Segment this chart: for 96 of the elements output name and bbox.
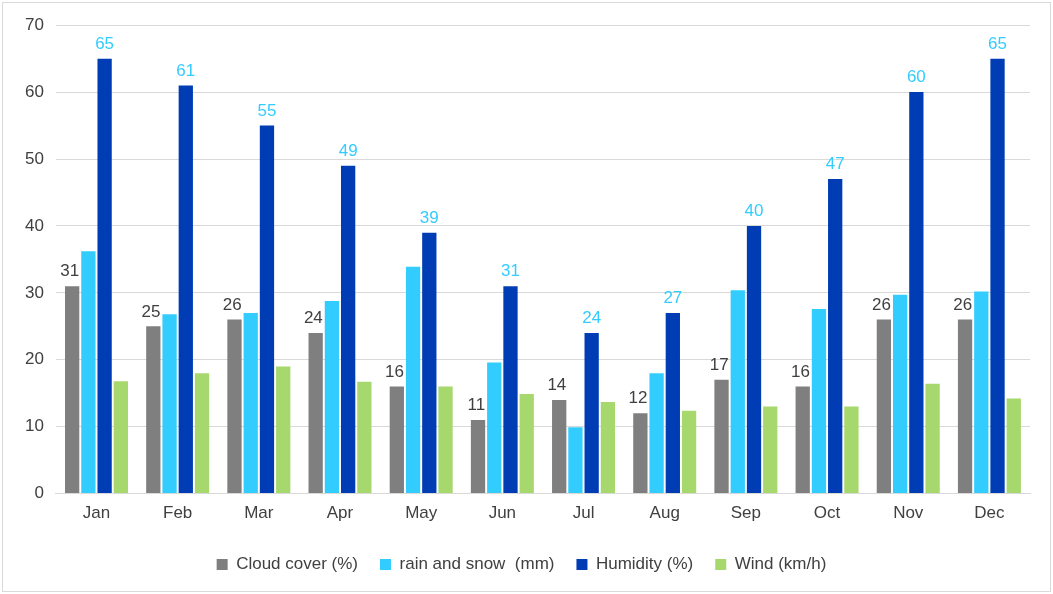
bar bbox=[649, 373, 664, 494]
y-tick-label: 10 bbox=[24, 416, 44, 436]
legend-label: rain and snow (mm) bbox=[399, 554, 555, 574]
bar bbox=[422, 232, 437, 494]
bar bbox=[974, 291, 989, 494]
y-tick-label: 50 bbox=[24, 148, 44, 168]
bar bbox=[746, 225, 762, 494]
bar bbox=[633, 413, 648, 494]
bar bbox=[438, 386, 453, 494]
bar bbox=[665, 312, 680, 494]
y-tick-label: 70 bbox=[24, 14, 44, 34]
data-label: 17 bbox=[709, 355, 729, 375]
x-tick-label: Feb bbox=[163, 503, 193, 523]
bar bbox=[81, 251, 96, 494]
bar bbox=[65, 286, 80, 494]
bar bbox=[389, 386, 404, 494]
x-tick-label: Dec bbox=[974, 503, 1006, 523]
bar bbox=[243, 312, 258, 494]
data-label: 26 bbox=[872, 294, 892, 314]
data-label: 25 bbox=[141, 301, 161, 321]
bar bbox=[990, 58, 1005, 494]
data-label: 27 bbox=[663, 288, 683, 308]
bar bbox=[714, 379, 729, 494]
x-tick-label: Jul bbox=[572, 503, 595, 523]
bar bbox=[308, 333, 323, 494]
bar bbox=[957, 319, 973, 494]
data-label: 16 bbox=[790, 361, 810, 381]
data-label: 26 bbox=[953, 294, 973, 314]
x-tick-label: Jan bbox=[82, 503, 111, 523]
legend-label: Cloud cover (%) bbox=[236, 554, 359, 574]
x-tick-label: Jun bbox=[488, 503, 517, 523]
bar bbox=[519, 393, 534, 494]
y-tick-label: 60 bbox=[24, 81, 44, 101]
data-label: 16 bbox=[385, 361, 404, 381]
bar bbox=[146, 326, 161, 494]
bar bbox=[503, 286, 518, 494]
bar bbox=[892, 294, 908, 494]
x-tick-label: May bbox=[405, 503, 438, 523]
data-label: 12 bbox=[628, 388, 648, 408]
data-label: 65 bbox=[988, 33, 1007, 53]
bar bbox=[1006, 398, 1021, 494]
bar bbox=[162, 314, 177, 494]
bar bbox=[795, 386, 810, 494]
bar bbox=[925, 383, 940, 494]
bar bbox=[600, 401, 616, 494]
x-tick-label: Apr bbox=[326, 503, 354, 523]
x-tick-label: Aug bbox=[649, 503, 680, 523]
bar bbox=[259, 125, 275, 494]
bar bbox=[357, 381, 372, 494]
bar bbox=[194, 373, 210, 494]
bar bbox=[227, 319, 242, 494]
legend-label: Humidity (%) bbox=[595, 554, 694, 574]
bar bbox=[487, 362, 502, 494]
x-tick-label: Nov bbox=[893, 503, 924, 523]
data-label: 26 bbox=[222, 294, 242, 314]
bar bbox=[552, 399, 567, 494]
bar bbox=[730, 290, 745, 494]
data-label: 49 bbox=[338, 140, 358, 160]
bar bbox=[811, 308, 827, 494]
bar bbox=[568, 427, 583, 494]
bar bbox=[909, 92, 924, 494]
data-label: 24 bbox=[303, 308, 323, 328]
x-tick-label: Oct bbox=[813, 503, 841, 523]
y-tick-label: 0 bbox=[34, 483, 44, 503]
data-label: 39 bbox=[419, 207, 439, 227]
y-tick-label: 30 bbox=[24, 282, 44, 302]
bar bbox=[178, 85, 193, 494]
bar bbox=[97, 58, 112, 494]
bar bbox=[340, 165, 356, 494]
bar bbox=[681, 410, 697, 494]
bar bbox=[844, 406, 859, 494]
legend-label: Wind (km/h) bbox=[734, 554, 827, 574]
bar bbox=[113, 381, 128, 494]
bar bbox=[828, 179, 843, 494]
data-label: 24 bbox=[582, 308, 602, 328]
bar bbox=[876, 319, 892, 494]
data-label: 55 bbox=[257, 100, 277, 120]
bar bbox=[276, 366, 291, 494]
bar bbox=[584, 333, 599, 494]
bar bbox=[405, 266, 421, 494]
bar bbox=[324, 300, 340, 494]
x-tick-label: Mar bbox=[244, 503, 274, 523]
data-label: 40 bbox=[744, 201, 764, 221]
data-label: 61 bbox=[176, 60, 196, 80]
y-tick-label: 40 bbox=[24, 215, 44, 235]
bar bbox=[470, 419, 486, 494]
x-tick-label: Sep bbox=[730, 503, 762, 523]
y-tick-label: 20 bbox=[24, 349, 44, 369]
data-label: 31 bbox=[501, 261, 520, 281]
bar bbox=[763, 406, 778, 494]
data-label: 11 bbox=[467, 395, 486, 415]
data-label: 47 bbox=[825, 154, 845, 174]
data-label: 14 bbox=[547, 375, 567, 395]
data-label: 65 bbox=[95, 33, 115, 53]
data-label: 60 bbox=[906, 67, 926, 87]
data-label: 31 bbox=[60, 261, 80, 281]
